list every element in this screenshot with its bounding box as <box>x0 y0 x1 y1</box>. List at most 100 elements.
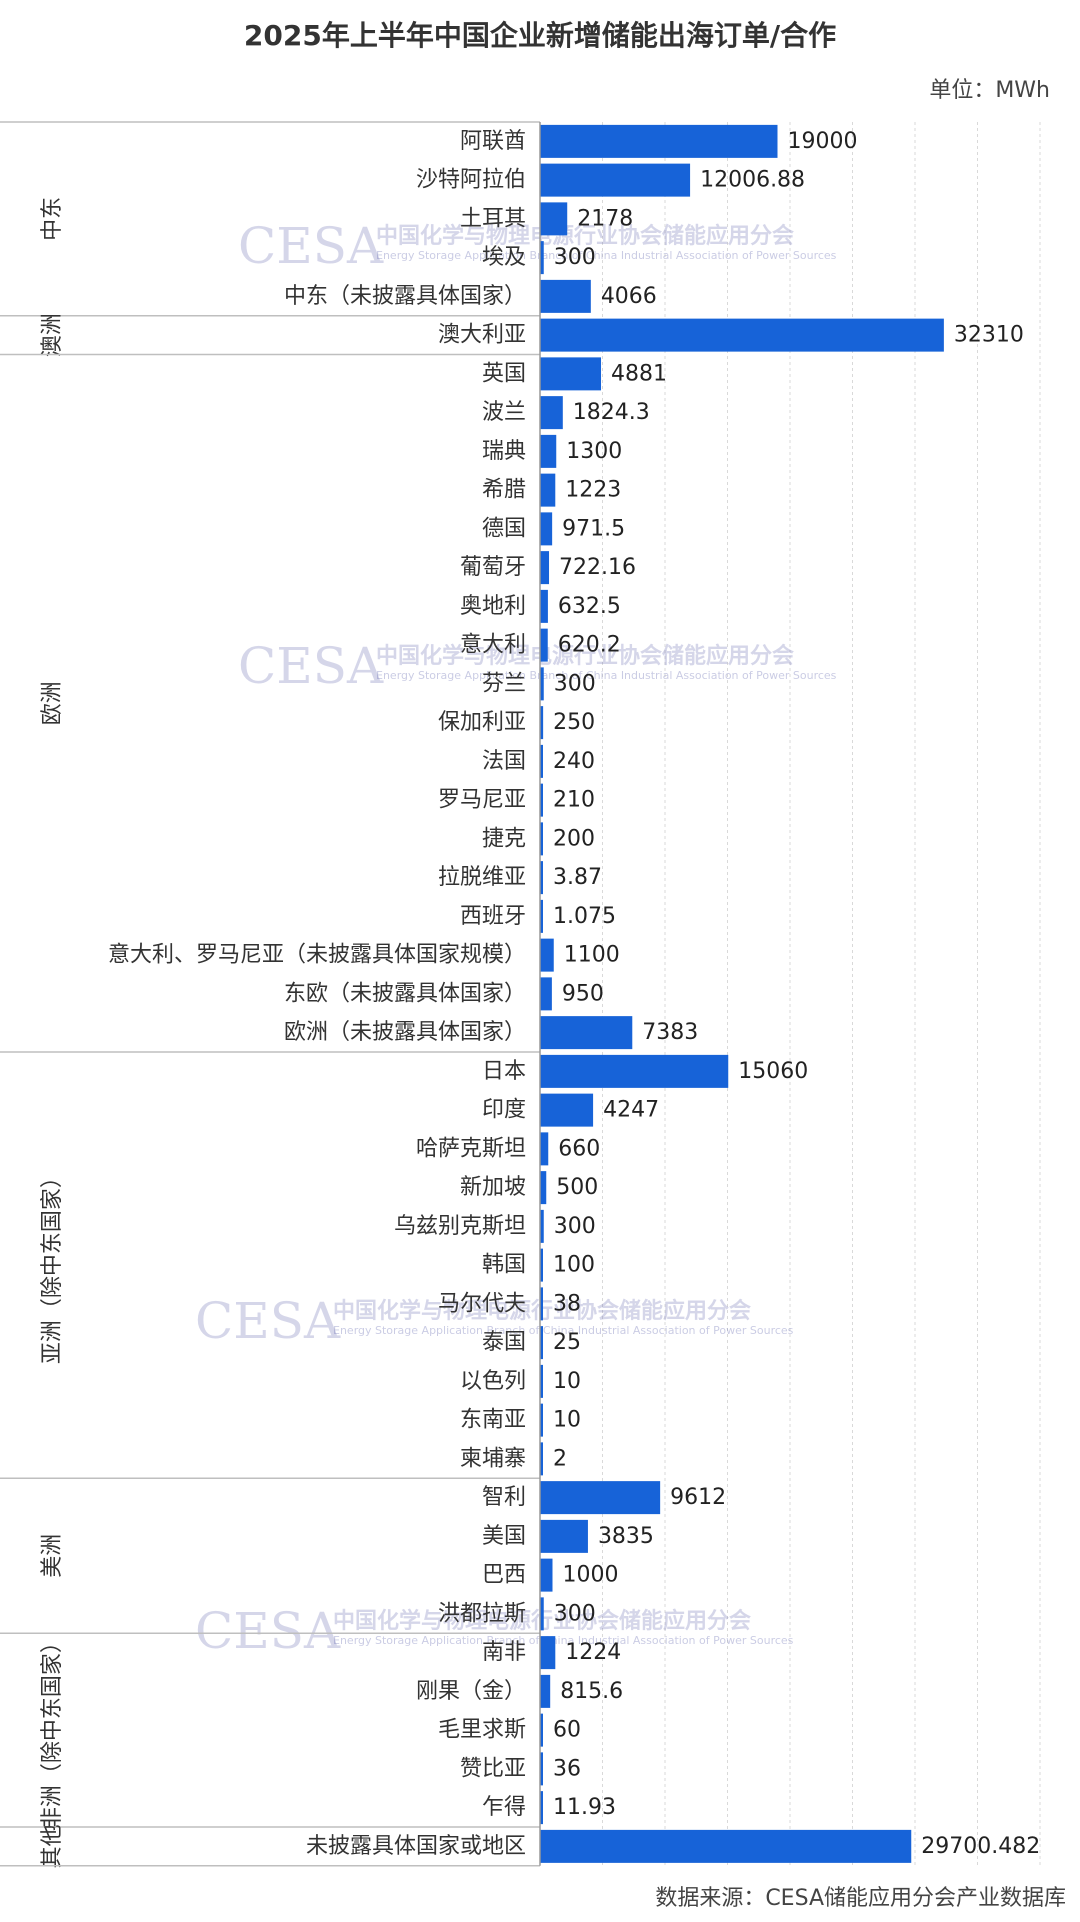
category-label: 泰国 <box>482 1330 526 1355</box>
value-label: 3.87 <box>553 865 602 890</box>
value-label: 1224 <box>565 1640 621 1665</box>
value-label: 38 <box>553 1291 581 1316</box>
value-label: 632.5 <box>558 594 621 619</box>
value-label: 7383 <box>642 1020 698 1045</box>
bar <box>540 744 543 778</box>
watermark-logo: CESA <box>195 1602 341 1660</box>
category-label: 阿联酋 <box>460 129 526 154</box>
category-label: 沙特阿拉伯 <box>416 168 526 193</box>
watermark-cn: 中国化学与物理电源行业协会储能应用分会 <box>376 223 794 249</box>
value-label: 1223 <box>565 478 621 503</box>
value-label: 300 <box>554 1214 596 1239</box>
category-label: 波兰 <box>482 400 526 425</box>
bar <box>540 1481 661 1515</box>
value-label: 1300 <box>566 439 622 464</box>
value-label: 12006.88 <box>700 168 805 193</box>
category-label: 马尔代夫 <box>438 1291 526 1316</box>
value-label: 29700.482 <box>921 1834 1040 1859</box>
value-label: 36 <box>553 1756 581 1781</box>
bar <box>540 1016 633 1050</box>
value-label: 1.075 <box>553 904 616 929</box>
value-label: 500 <box>556 1175 598 1200</box>
bar <box>540 822 543 856</box>
value-label: 4881 <box>611 361 667 386</box>
category-label: 乍得 <box>482 1795 526 1820</box>
category-label: 奥地利 <box>460 594 526 619</box>
bar <box>540 434 557 468</box>
category-label: 瑞典 <box>482 439 526 464</box>
category-label: 韩国 <box>482 1253 526 1278</box>
watermark-logo: CESA <box>238 637 384 695</box>
value-label: 4066 <box>601 284 657 309</box>
bar <box>540 396 563 430</box>
watermark-cn: 中国化学与物理电源行业协会储能应用分会 <box>376 643 794 669</box>
value-label: 25 <box>553 1330 581 1355</box>
bar <box>540 1674 551 1708</box>
bar <box>540 706 544 740</box>
value-label: 100 <box>553 1253 595 1278</box>
bar <box>540 628 548 662</box>
category-label: 意大利 <box>460 633 526 658</box>
value-label: 815.6 <box>560 1679 623 1704</box>
bar <box>540 1248 543 1282</box>
watermark-logo: CESA <box>195 1292 341 1350</box>
value-label: 722.16 <box>559 555 636 580</box>
value-label: 3835 <box>598 1524 654 1549</box>
value-label: 19000 <box>788 129 858 154</box>
watermark-en: Energy Storage Application Branch of Chi… <box>376 249 837 262</box>
value-label: 210 <box>553 788 595 813</box>
bar <box>540 241 544 275</box>
value-label: 660 <box>558 1136 600 1161</box>
bar <box>540 279 591 313</box>
region-label: 其他 <box>40 1824 65 1868</box>
value-label: 1000 <box>563 1563 619 1588</box>
region-label: 欧洲 <box>40 681 65 725</box>
bar <box>540 783 543 817</box>
category-label: 毛里求斯 <box>438 1718 526 1743</box>
category-label: 土耳其 <box>460 206 526 231</box>
bar <box>540 124 778 158</box>
bar <box>540 899 543 933</box>
category-label: 刚果（金） <box>416 1679 526 1704</box>
watermark-en: Energy Storage Application Branch of Chi… <box>333 1324 794 1337</box>
value-label: 300 <box>554 1601 596 1626</box>
region-label: 亚洲（除中东国家） <box>40 1166 65 1364</box>
value-label: 10 <box>553 1369 581 1394</box>
category-label: 法国 <box>482 749 526 774</box>
watermark-en: Energy Storage Application Branch of Chi… <box>376 669 837 682</box>
bar <box>540 1597 544 1631</box>
bar <box>540 1636 556 1670</box>
bar <box>540 1558 553 1592</box>
bar <box>540 1209 544 1243</box>
region-label: 中东 <box>40 197 65 241</box>
category-label: 日本 <box>482 1059 526 1084</box>
value-label: 300 <box>554 245 596 270</box>
bar <box>540 1442 543 1476</box>
category-label: 捷克 <box>482 826 526 851</box>
bar <box>540 1132 549 1166</box>
source-label: 数据来源：CESA储能应用分会产业数据库 <box>655 1886 1066 1911</box>
bar <box>540 1791 543 1825</box>
category-label: 西班牙 <box>460 904 526 929</box>
unit-label: 单位：MWh <box>929 78 1050 103</box>
value-label: 300 <box>554 671 596 696</box>
category-label: 罗马尼亚 <box>438 788 526 813</box>
value-label: 60 <box>553 1718 581 1743</box>
bar <box>540 551 550 585</box>
value-label: 1824.3 <box>573 400 650 425</box>
category-label: 芬兰 <box>482 671 526 696</box>
bar <box>540 357 602 391</box>
category-label: 德国 <box>482 516 526 541</box>
value-label: 15060 <box>738 1059 808 1084</box>
value-label: 4247 <box>603 1098 659 1123</box>
value-label: 250 <box>553 710 595 735</box>
category-label: 未披露具体国家或地区 <box>306 1834 526 1859</box>
bar <box>540 318 944 352</box>
bar <box>540 1364 543 1398</box>
bar <box>540 589 548 623</box>
bar <box>540 202 568 236</box>
bar <box>540 1171 547 1205</box>
bar <box>540 1287 543 1321</box>
value-label: 11.93 <box>553 1795 616 1820</box>
